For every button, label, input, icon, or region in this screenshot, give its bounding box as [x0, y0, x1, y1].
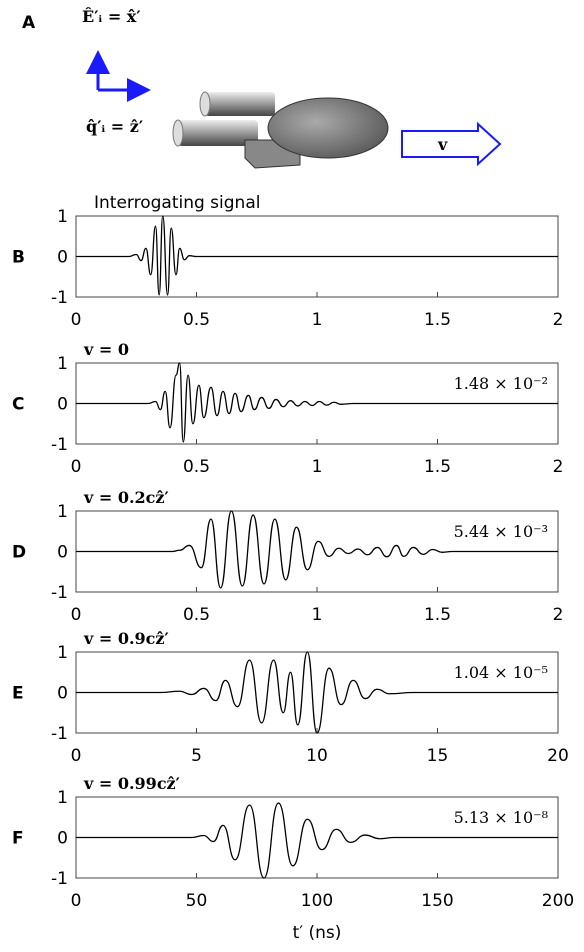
panel-title: v = 0.99cẑ′: [83, 774, 180, 793]
x-tick-label: 1.5: [424, 310, 451, 330]
panel-label: A: [22, 13, 36, 33]
y-tick-label: 0: [57, 543, 68, 563]
amplitude-annotation: 1.04 × 10⁻⁵: [454, 663, 548, 682]
panel-title: v = 0.9cẑ′: [83, 629, 169, 648]
x-axis-label: t′ (ns): [293, 923, 342, 943]
x-tick-label: 0: [71, 457, 82, 477]
waveform: [76, 510, 558, 589]
panel-title: Interrogating signal: [94, 193, 260, 213]
x-tick-label: 0: [71, 310, 82, 330]
x-tick-label: 0.5: [183, 605, 210, 625]
y-tick-label: 1: [57, 354, 68, 374]
y-tick-label: 1: [57, 643, 68, 663]
x-tick-label: 0: [71, 605, 82, 625]
velocity-arrow: [401, 121, 502, 167]
x-tick-label: 2: [553, 310, 564, 330]
y-tick-label: 1: [57, 788, 68, 808]
waveform: [76, 362, 558, 443]
y-tick-label: 1: [57, 502, 68, 522]
panel-label: E: [12, 684, 24, 704]
x-tick-label: 0.5: [183, 310, 210, 330]
x-tick-label: 1: [312, 457, 323, 477]
spacecraft: [172, 91, 389, 169]
x-tick-label: 20: [547, 746, 569, 766]
x-tick-label: 1.5: [424, 457, 451, 477]
y-tick-label: 0: [57, 684, 68, 704]
x-tick-label: 1: [312, 605, 323, 625]
velocity-label: v: [437, 135, 448, 154]
panel-label: C: [12, 395, 24, 415]
x-tick-label: 0.5: [183, 457, 210, 477]
nacelle-end: [172, 119, 184, 147]
panel-title: v = 0.2cẑ′: [83, 488, 169, 507]
saucer: [267, 97, 389, 159]
x-tick-label: 0: [71, 891, 82, 911]
amplitude-annotation: 5.13 × 10⁻⁸: [454, 808, 548, 827]
y-tick-label: 0: [57, 829, 68, 849]
x-tick-label: 200: [542, 891, 574, 911]
y-tick-label: 0: [57, 395, 68, 415]
e-field-label: Ê′ᵢ = x̂′: [82, 6, 141, 26]
y-tick-label: 1: [57, 207, 68, 227]
y-tick-label: -1: [51, 583, 68, 603]
x-tick-label: 1.5: [424, 605, 451, 625]
y-tick-label: -1: [51, 869, 68, 889]
amplitude-annotation: 1.48 × 10⁻²: [454, 374, 548, 393]
waveform: [76, 215, 558, 296]
x-tick-label: 150: [421, 891, 453, 911]
y-tick-label: -1: [51, 435, 68, 455]
panel-label: F: [12, 829, 24, 849]
x-tick-label: 100: [301, 891, 333, 911]
nacelle: [205, 92, 275, 116]
x-tick-label: 2: [553, 457, 564, 477]
x-tick-label: 10: [306, 746, 328, 766]
y-tick-label: -1: [51, 724, 68, 744]
nacelle: [178, 120, 258, 146]
y-tick-label: 0: [57, 248, 68, 268]
panel-title: v = 0: [83, 340, 129, 359]
panel-label: D: [12, 543, 26, 563]
x-tick-label: 1: [312, 310, 323, 330]
amplitude-annotation: 5.44 × 10⁻³: [454, 522, 548, 541]
waveform: [75, 651, 558, 734]
x-tick-label: 0: [71, 746, 82, 766]
y-tick-label: -1: [51, 288, 68, 308]
panel-label: B: [12, 248, 25, 268]
q-vector-label: q̂′ᵢ = ẑ′: [86, 117, 143, 136]
x-tick-label: 15: [427, 746, 449, 766]
nacelle-end: [199, 91, 211, 117]
x-tick-label: 2: [553, 605, 564, 625]
waveform: [75, 802, 558, 879]
x-tick-label: 5: [191, 746, 202, 766]
x-tick-label: 50: [186, 891, 208, 911]
